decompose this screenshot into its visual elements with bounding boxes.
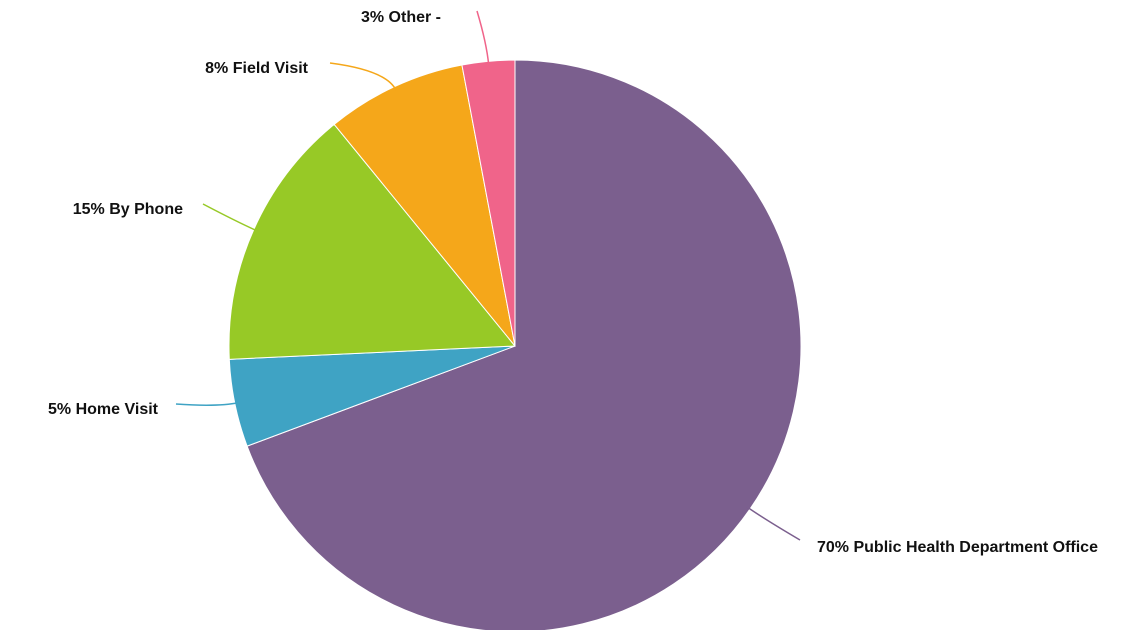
value-label: 8% xyxy=(205,60,229,77)
category-label: By Phone xyxy=(109,201,183,218)
leader-line xyxy=(746,506,801,541)
value-label: 3% xyxy=(360,9,385,26)
slice-label: 8% Field Visit xyxy=(8,57,308,81)
category-label: Home Visit xyxy=(75,401,158,418)
value-label: 5% xyxy=(48,401,72,418)
slice-label: 3% Other - xyxy=(141,6,441,30)
leader-line xyxy=(329,62,397,91)
slice-label: 70% Public Health Department Office xyxy=(817,536,1117,560)
slice-label: 5% Home Visit xyxy=(0,398,158,422)
leader-line xyxy=(476,10,490,66)
slice-label: 15% By Phone xyxy=(0,198,183,222)
leader-line xyxy=(175,401,239,406)
leader-line xyxy=(202,203,258,232)
category-label: Public Health Department Office xyxy=(853,539,1098,556)
category-label: Field Visit xyxy=(232,60,308,77)
value-label: 15% xyxy=(72,201,105,218)
category-label: Other - xyxy=(388,9,441,26)
value-label: 70% xyxy=(817,539,850,556)
